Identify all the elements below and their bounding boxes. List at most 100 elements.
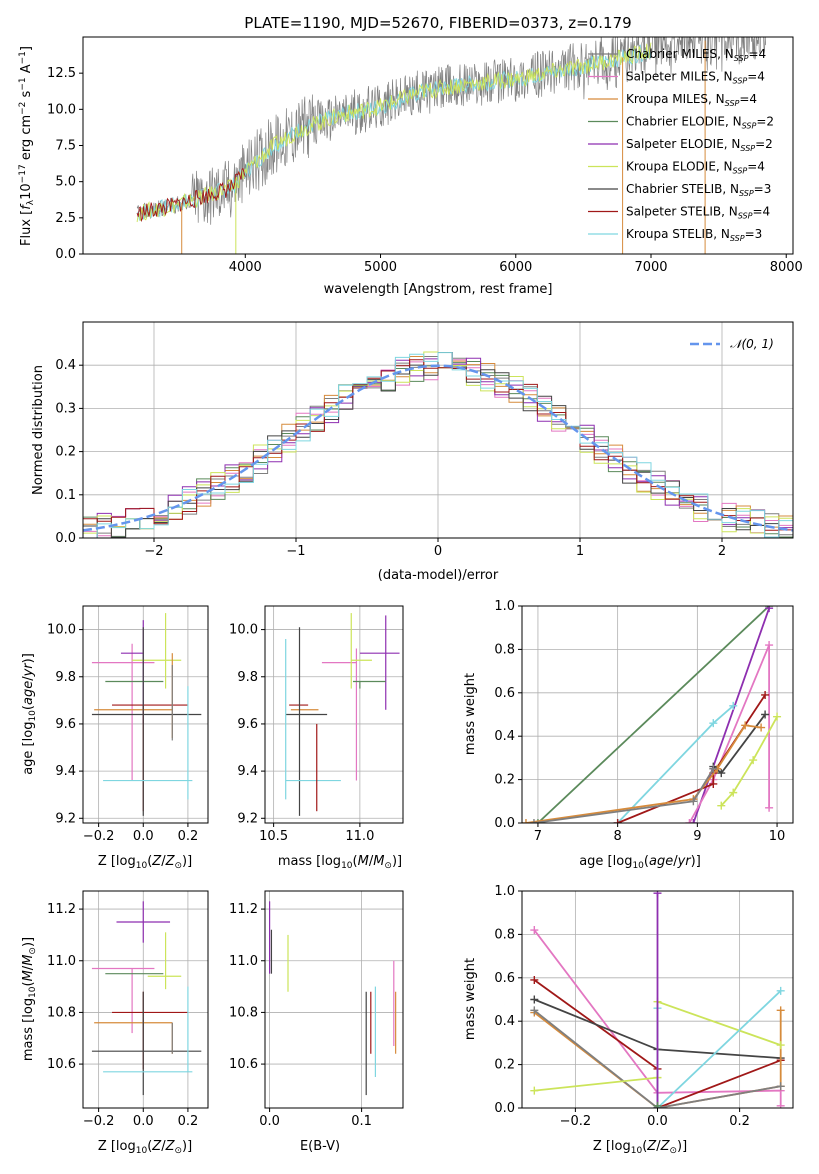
y-tick-label: 0.4 bbox=[494, 1014, 515, 1029]
histogram-ylabel: Normed distribution bbox=[31, 365, 46, 495]
age-vs-z-ylabel: age [log10(age/yr)] bbox=[21, 653, 38, 775]
axes-frame bbox=[264, 890, 404, 1109]
plus-marker bbox=[530, 995, 539, 1004]
weight-vs-age-plot-area: 7 8 9 10 0.0 0.2 0.4 0.6 0.8 1.0 bbox=[494, 599, 794, 844]
histogram-xlabel: (data-model)/error bbox=[378, 568, 499, 583]
y-tick-label: 0.2 bbox=[55, 445, 76, 460]
mass-vs-z-panel: −0.2 0.0 0.2 10.6 10.8 11.0 11.2 Z [log10(Z/Z⊙… bbox=[21, 890, 209, 1156]
observed-spectrum-line bbox=[136, 37, 767, 225]
legend-label: Kroupa MILES, NSSP=4 bbox=[626, 92, 757, 108]
spectrum-ylabel: Flux [fλ10−17 erg cm−2 s−1 A−1] bbox=[18, 46, 36, 246]
legend-label: Salpeter MILES, NSSP=4 bbox=[626, 70, 765, 86]
x-tick-label: 6000 bbox=[499, 260, 532, 275]
plus-marker bbox=[765, 803, 774, 812]
plot-content bbox=[269, 901, 397, 1096]
x-tick-label: 0.2 bbox=[178, 1114, 199, 1129]
x-tick-label: 5000 bbox=[364, 260, 397, 275]
plus-marker bbox=[709, 779, 718, 788]
plot-content bbox=[91, 901, 202, 1096]
axes-frame bbox=[521, 605, 794, 824]
y-tick-label: 9.4 bbox=[55, 764, 76, 779]
legend-label: Chabrier ELODIE, NSSP=2 bbox=[626, 115, 774, 131]
y-tick-label: 1.0 bbox=[494, 599, 515, 614]
x-tick-label: 9 bbox=[693, 829, 701, 844]
y-tick-label: 0.4 bbox=[494, 729, 515, 744]
weight-vs-z-xlabel: Z [log10(Z/Z⊙)] bbox=[593, 1139, 687, 1156]
x-tick-label: 0 bbox=[434, 544, 442, 559]
x-tick-label: 10 bbox=[769, 829, 786, 844]
age-vs-z-panel: −0.2 0.0 0.2 9.2 9.4 9.6 9.8 10.0 Z [log10(Z/Z⊙… bbox=[21, 605, 209, 871]
plus-marker bbox=[776, 1082, 785, 1091]
plus-marker bbox=[689, 819, 698, 823]
plus-marker bbox=[533, 819, 542, 823]
weight-vs-z-plot-area: −0.2 0.0 0.2 0.0 0.2 0.4 0.6 0.8 1.0 bbox=[494, 884, 794, 1129]
x-tick-label: −0.2 bbox=[83, 829, 115, 844]
plot-content bbox=[136, 37, 767, 254]
plus-marker bbox=[613, 819, 622, 823]
plus-marker bbox=[689, 797, 698, 806]
legend-label: Chabrier MILES, NSSP=4 bbox=[626, 47, 766, 63]
y-tick-label: 10.0 bbox=[47, 623, 76, 638]
plus-marker bbox=[776, 1041, 785, 1050]
axes-frame bbox=[82, 605, 209, 824]
spectrum-legend: Chabrier MILES, NSSP=4 Salpeter MILES, NS… bbox=[588, 47, 774, 243]
plus-marker bbox=[717, 801, 726, 810]
plus-marker bbox=[530, 926, 539, 935]
y-tick-label: 7.5 bbox=[55, 139, 76, 154]
x-tick-label: 0.0 bbox=[133, 829, 154, 844]
y-tick-label: 0.1 bbox=[55, 488, 76, 503]
y-tick-label: 10.6 bbox=[47, 1057, 76, 1072]
weight-vs-age-xlabel: age [log10(age/yr)] bbox=[579, 854, 701, 871]
weight-vs-age-panel: 7 8 9 10 0.0 0.2 0.4 0.6 0.8 1.0 age [log10(age/y… bbox=[463, 599, 794, 871]
kroupa-elodie-model-line bbox=[136, 42, 652, 223]
x-tick-label: 2 bbox=[718, 544, 726, 559]
plus-marker bbox=[522, 819, 530, 823]
spectrum-plot-area: 4000 5000 6000 7000 8000 0.0 2.5 5.0 7.5 10.0 12.5 bbox=[47, 36, 803, 275]
y-tick-label: 0.6 bbox=[494, 686, 515, 701]
x-tick-label: 1 bbox=[576, 544, 584, 559]
y-tick-label: 0.8 bbox=[494, 642, 515, 657]
plus-marker bbox=[729, 701, 738, 710]
spectrum-panel: PLATE=1190, MJD=52670, FIBERID=0373, z=0… bbox=[18, 14, 803, 297]
legend-label: Salpeter ELODIE, NSSP=2 bbox=[626, 137, 773, 153]
y-tick-label: 9.2 bbox=[237, 811, 258, 826]
y-tick-label: 0.6 bbox=[494, 971, 515, 986]
kroupa-elodie-weight-line bbox=[720, 716, 778, 807]
age-vs-mass-plot-area: 10.5 11.0 9.2 9.4 9.6 9.8 10.0 bbox=[229, 605, 404, 844]
plus-marker bbox=[773, 712, 782, 721]
axes-frame bbox=[264, 605, 404, 824]
y-tick-label: 9.4 bbox=[237, 764, 258, 779]
plot-content bbox=[83, 351, 793, 538]
x-tick-label: 7 bbox=[534, 829, 542, 844]
y-tick-label: 1.0 bbox=[494, 884, 515, 899]
x-tick-label: 4000 bbox=[229, 260, 262, 275]
plus-marker bbox=[653, 891, 662, 898]
y-tick-label: 0.4 bbox=[55, 358, 76, 373]
x-tick-label: 0.0 bbox=[259, 1114, 280, 1129]
legend-label: Chabrier STELIB, NSSP=3 bbox=[626, 182, 771, 198]
y-tick-label: 10.0 bbox=[47, 102, 76, 117]
plus-marker bbox=[749, 756, 758, 765]
legend-label: 𝒩(0, 1) bbox=[730, 337, 774, 351]
plus-marker bbox=[776, 986, 785, 995]
plus-marker bbox=[717, 769, 726, 778]
plot-content bbox=[91, 613, 202, 816]
y-tick-label: 9.8 bbox=[55, 670, 76, 685]
y-tick-label: 10.6 bbox=[229, 1057, 258, 1072]
y-tick-label: 9.8 bbox=[237, 670, 258, 685]
chabrier-miles-weight-line bbox=[533, 1009, 781, 1108]
plus-marker bbox=[776, 1101, 785, 1108]
age-vs-mass-panel: 10.5 11.0 9.2 9.4 9.6 9.8 10.0 mass [log10(M/M… bbox=[229, 605, 404, 871]
spectrum-title: PLATE=1190, MJD=52670, FIBERID=0373, z=0… bbox=[244, 14, 631, 32]
y-tick-label: 10.8 bbox=[47, 1005, 76, 1020]
y-tick-label: 9.6 bbox=[55, 717, 76, 732]
mass-vs-ebv-panel: 0.0 0.1 10.6 10.8 11.0 11.2 E(B-V) bbox=[229, 890, 404, 1154]
histogram-plot-area: −2 −1 0 1 2 0.0 0.1 0.2 0.3 0.4 𝒩(0, 1) bbox=[55, 321, 794, 559]
x-tick-label: 8000 bbox=[770, 260, 803, 275]
plus-marker bbox=[530, 1086, 539, 1095]
age-vs-mass-xlabel: mass [log10(M/M⊙)] bbox=[278, 854, 402, 871]
x-tick-label: 10.5 bbox=[259, 829, 288, 844]
plot-content bbox=[522, 606, 782, 823]
x-tick-label: 0.0 bbox=[647, 1114, 668, 1129]
x-tick-label: −0.2 bbox=[83, 1114, 115, 1129]
